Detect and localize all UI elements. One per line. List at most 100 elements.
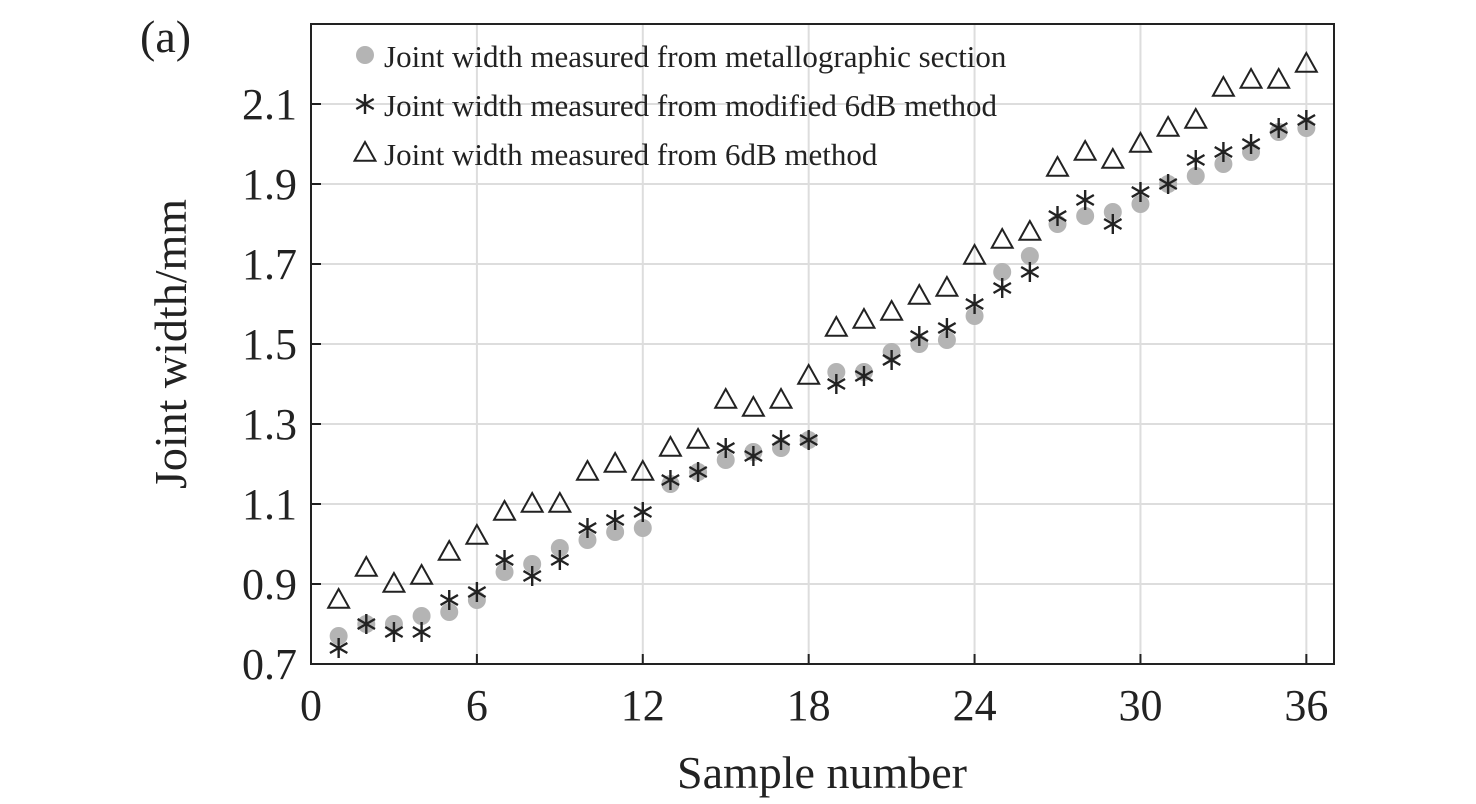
x-tick-label: 6: [466, 681, 488, 730]
data-point: [520, 490, 545, 513]
data-point: [658, 434, 683, 457]
legend-label: Joint width measured from modified 6dB m…: [384, 88, 998, 123]
series-1: [329, 119, 1316, 645]
data-point: [1020, 262, 1040, 282]
data-point: [741, 394, 766, 417]
data-point: [1158, 174, 1178, 194]
x-tick-label: 12: [621, 681, 665, 730]
data-point: [605, 510, 625, 530]
data-point: [851, 306, 877, 329]
data-point: [854, 366, 874, 386]
data-point: [602, 450, 628, 473]
data-point: [827, 374, 846, 394]
data-point: [1183, 106, 1208, 129]
data-point: [1211, 74, 1236, 97]
data-point: [384, 622, 404, 642]
data-point: [934, 274, 960, 297]
axis-ticks: 0 6 12 18 24 30 36 0.7 0.9 1.1 1.3 1.5 1.7 1.9 2.1: [242, 80, 1328, 730]
data-point: [824, 314, 849, 337]
data-point: [409, 562, 434, 585]
data-point: [633, 502, 653, 522]
data-point: [464, 522, 490, 545]
data-point: [522, 566, 542, 586]
data-point: [1045, 154, 1070, 177]
x-tick-label: 30: [1118, 681, 1162, 730]
data-point: [962, 242, 987, 265]
legend-marker: [352, 139, 378, 162]
data-point: [992, 278, 1012, 298]
data-point: [1075, 190, 1095, 210]
legend-label: Joint width measured from metallographic…: [384, 39, 1007, 74]
data-point: [1214, 142, 1233, 162]
data-point: [882, 350, 901, 370]
data-point: [1186, 167, 1205, 185]
data-point: [990, 226, 1015, 249]
data-point: [1128, 130, 1153, 153]
data-point: [993, 263, 1012, 281]
data-point: [329, 627, 348, 645]
series-2: [329, 110, 1316, 658]
data-point: [329, 638, 348, 658]
data-point: [1020, 247, 1039, 265]
data-point: [606, 523, 625, 541]
data-point: [633, 519, 652, 537]
data-point: [492, 498, 517, 521]
data-point: [495, 550, 514, 570]
data-point: [1131, 195, 1150, 213]
x-tick-label: 24: [953, 681, 997, 730]
data-point: [937, 331, 956, 349]
data-point: [799, 430, 818, 450]
data-point: [1297, 110, 1316, 130]
data-point: [771, 430, 791, 450]
data-point: [523, 555, 542, 573]
data-point: [550, 539, 569, 557]
data-point: [713, 386, 738, 409]
data-point: [768, 386, 794, 409]
data-point: [1155, 114, 1181, 137]
data-point: [326, 586, 351, 609]
data-point: [467, 582, 487, 602]
data-point: [440, 603, 459, 621]
data-point: [1073, 138, 1098, 161]
data-marks: [326, 50, 1319, 658]
data-point: [685, 426, 711, 449]
data-point: [412, 607, 431, 625]
data-point: [495, 563, 514, 581]
x-axis-title: Sample number: [677, 747, 967, 798]
data-point: [1100, 146, 1125, 169]
data-point: [1103, 203, 1122, 221]
data-point: [578, 531, 597, 549]
panel-label: (a): [140, 11, 191, 62]
y-axis-title: Joint width/mm: [145, 199, 196, 489]
data-point: [354, 554, 379, 577]
data-point: [578, 518, 597, 538]
data-point: [909, 326, 929, 346]
data-point: [661, 470, 680, 490]
data-point: [356, 614, 376, 634]
data-point: [1076, 207, 1095, 225]
data-point: [744, 446, 763, 466]
data-point: [630, 458, 655, 481]
series-3: [326, 50, 1319, 609]
data-point: [907, 282, 932, 305]
legend-item: Joint width measured from 6dB method: [352, 137, 878, 172]
y-tick-label: 1.1: [242, 480, 297, 529]
data-point: [827, 363, 846, 381]
legend-marker: [355, 94, 375, 114]
legend: Joint width measured from metallographic…: [352, 39, 1007, 172]
data-point: [1103, 214, 1123, 234]
data-point: [1238, 66, 1264, 89]
y-tick-label: 1.9: [242, 160, 297, 209]
data-point: [437, 538, 462, 561]
data-point: [412, 622, 431, 642]
data-point: [879, 298, 904, 321]
x-tick-label: 18: [787, 681, 831, 730]
data-point: [547, 490, 572, 513]
y-tick-label: 0.9: [242, 560, 297, 609]
y-tick-label: 0.7: [242, 640, 297, 689]
data-point: [937, 318, 957, 338]
legend-marker: [356, 46, 374, 64]
y-tick-label: 1.3: [242, 400, 297, 449]
y-tick-label: 1.7: [242, 240, 297, 289]
